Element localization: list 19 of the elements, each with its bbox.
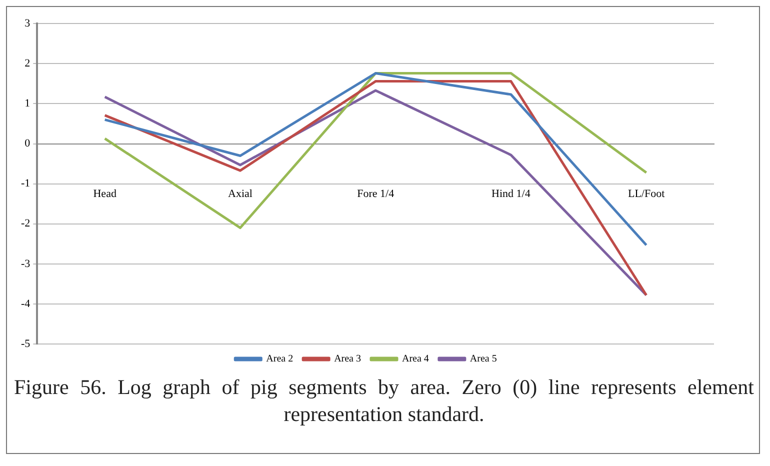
y-tick-label: 2 <box>24 58 30 70</box>
y-tick-label: 3 <box>24 17 31 30</box>
y-tick-label: -4 <box>20 298 31 310</box>
x-tick-label: Head <box>93 188 117 200</box>
y-tick-label: 1 <box>24 98 30 110</box>
y-tick-label: -1 <box>20 178 30 190</box>
legend-label: Area 2 <box>266 354 294 365</box>
y-tick-label: -5 <box>20 338 31 350</box>
x-tick-label: Axial <box>228 188 252 200</box>
caption: Figure 56. Log graph of pig segments by area. Zero (0) line represents element representation standard. <box>14 374 754 428</box>
legend-label: Area 5 <box>470 354 497 365</box>
legend-label: Area 4 <box>402 354 429 365</box>
y-tick-label: -2 <box>20 218 30 230</box>
y-tick-label: -3 <box>20 258 31 270</box>
x-tick-label: LL/Foot <box>628 188 665 200</box>
y-tick-label: 0 <box>24 138 31 150</box>
x-tick-label: Hind 1/4 <box>492 188 531 200</box>
x-tick-label: Fore 1/4 <box>357 188 395 200</box>
legend-label: Area 3 <box>334 354 362 365</box>
